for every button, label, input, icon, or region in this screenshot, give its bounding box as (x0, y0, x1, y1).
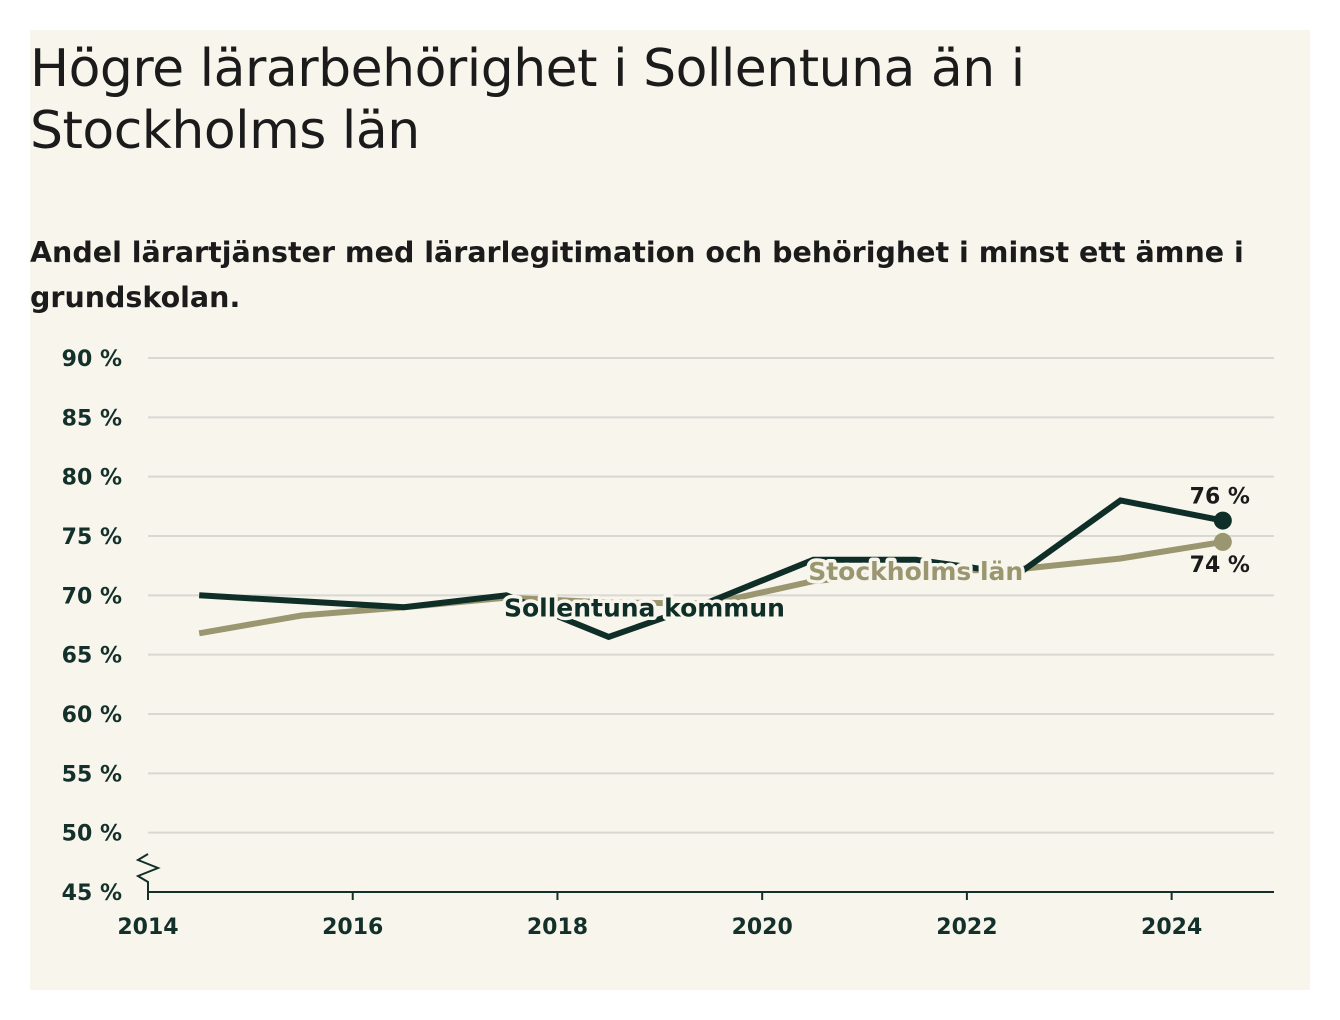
y-tick-label: 60 % (62, 703, 122, 728)
x-tick-label: 2022 (936, 915, 997, 940)
y-tick-label: 75 % (62, 525, 122, 550)
end-label-stockholm: 74 % (1190, 553, 1250, 578)
x-tick-label: 2018 (527, 915, 588, 940)
chart-title: Högre lärarbehörighet i Sollentuna än i … (30, 39, 1025, 161)
y-tick-label: 70 % (62, 584, 122, 609)
x-tick-label: 2020 (732, 915, 793, 940)
series-line-sollentuna (199, 497, 1224, 641)
x-tick-label: 2016 (322, 915, 383, 940)
chart-card: Högre lärarbehörighet i Sollentuna än i … (30, 30, 1310, 990)
y-tick-label: 80 % (62, 466, 122, 491)
axis-break-icon (135, 853, 161, 892)
end-point-sollentuna (1213, 511, 1232, 530)
series-label-sollentuna: Sollentuna kommun (504, 594, 785, 623)
x-tick-label: 2024 (1141, 915, 1202, 940)
y-tick-label: 50 % (62, 822, 122, 847)
y-tick-label: 45 % (62, 881, 122, 906)
y-tick-label: 65 % (62, 644, 122, 669)
end-label-sollentuna: 76 % (1190, 485, 1250, 510)
series-label-stockholm: Stockholms län (808, 557, 1023, 586)
x-tick-label: 2014 (117, 915, 178, 940)
chart-subtitle: Andel lärartjänster med lärarlegitimatio… (30, 236, 1244, 314)
end-point-stockholm (1213, 532, 1232, 551)
y-tick-label: 85 % (62, 406, 122, 431)
line-chart: 45 % 50 % 55 % 60 % 65 % 70 % 75 % 80 % 85 % 90 %… (62, 347, 1274, 940)
y-tick-label: 55 % (62, 762, 122, 787)
y-tick-label: 90 % (62, 347, 122, 372)
